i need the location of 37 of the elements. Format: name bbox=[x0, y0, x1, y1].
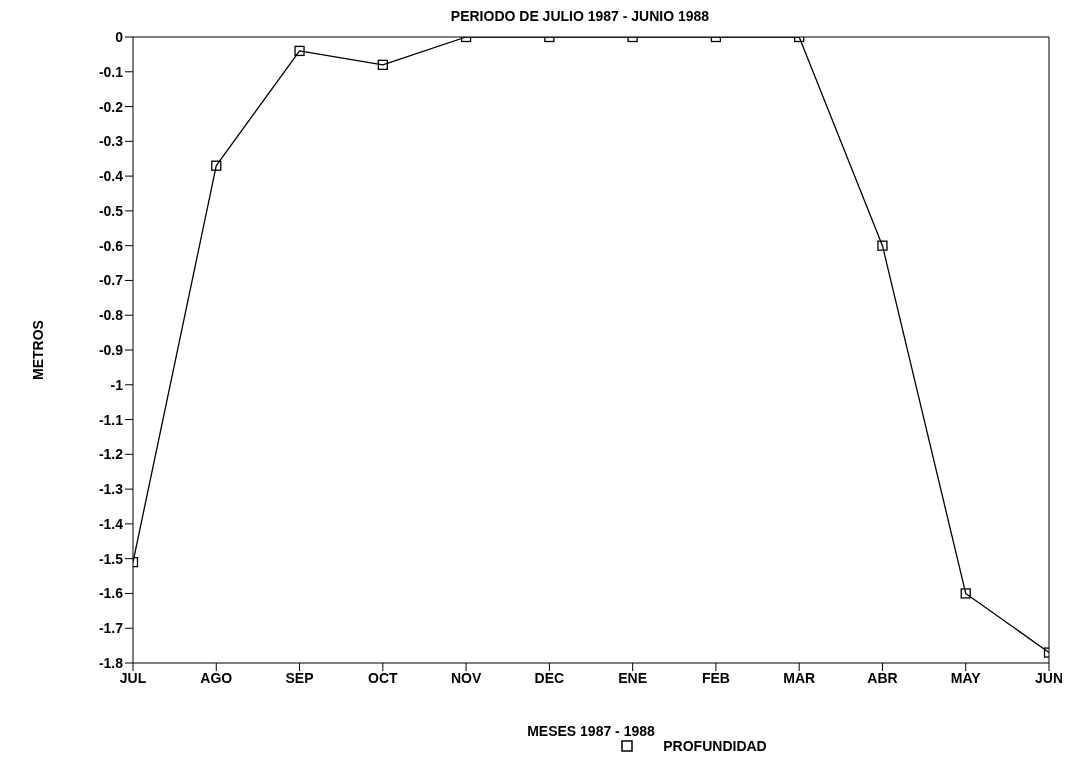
x-tick-label: ABR bbox=[867, 669, 898, 686]
point bbox=[960, 588, 971, 599]
y-tick-label: -0.9 bbox=[98, 341, 124, 358]
x-tick-label: OCT bbox=[368, 669, 399, 686]
x-tick-label: JUL bbox=[119, 669, 147, 686]
y-tick-label: -1.8 bbox=[98, 654, 124, 671]
chart-title: PERIODO DE JULIO 1987 - JUNIO 1988 bbox=[449, 8, 711, 24]
x-axis-title: MESES 1987 - 1988 bbox=[527, 723, 656, 739]
y-tick-label: -0.6 bbox=[98, 237, 124, 254]
y-tick-label: -1.6 bbox=[98, 585, 124, 602]
y-tick-label: -0.1 bbox=[98, 63, 124, 80]
y-tick-label: -0.3 bbox=[98, 133, 124, 150]
point bbox=[877, 240, 888, 251]
x-tick-label: JUN bbox=[1034, 669, 1064, 686]
x-tick-label: MAR bbox=[783, 669, 816, 686]
y-tick-label: -1.2 bbox=[98, 446, 124, 463]
x-tick-label: NOV bbox=[450, 669, 482, 686]
y-tick-label: -1.4 bbox=[98, 515, 124, 532]
legend-label: PROFUNDIDAD bbox=[663, 738, 767, 754]
x-tick-label: MAY bbox=[950, 669, 982, 686]
y-tick-label: -0.8 bbox=[98, 307, 124, 324]
y-tick-label: -0.7 bbox=[98, 272, 124, 289]
y-tick-label: -1.1 bbox=[98, 411, 124, 428]
x-tick-label: SEP bbox=[285, 669, 314, 686]
y-tick-label: 0 bbox=[115, 28, 124, 45]
y-tick-label: -0.2 bbox=[98, 98, 124, 115]
x-tick-label: FEB bbox=[701, 669, 730, 686]
x-tick-label: AGO bbox=[200, 669, 233, 686]
y-tick-label: -1.5 bbox=[98, 550, 124, 567]
y-tick-label: -0.5 bbox=[98, 202, 124, 219]
x-tick-label: DEC bbox=[534, 669, 565, 686]
y-axis-title: METROS bbox=[29, 320, 46, 380]
x-tick-label: ENE bbox=[618, 669, 648, 686]
y-tick-label: -1.3 bbox=[98, 481, 124, 498]
y-tick-label: -1 bbox=[110, 376, 124, 393]
y-tick-label: -1.7 bbox=[98, 620, 124, 637]
y-tick-label: -0.4 bbox=[98, 168, 124, 185]
